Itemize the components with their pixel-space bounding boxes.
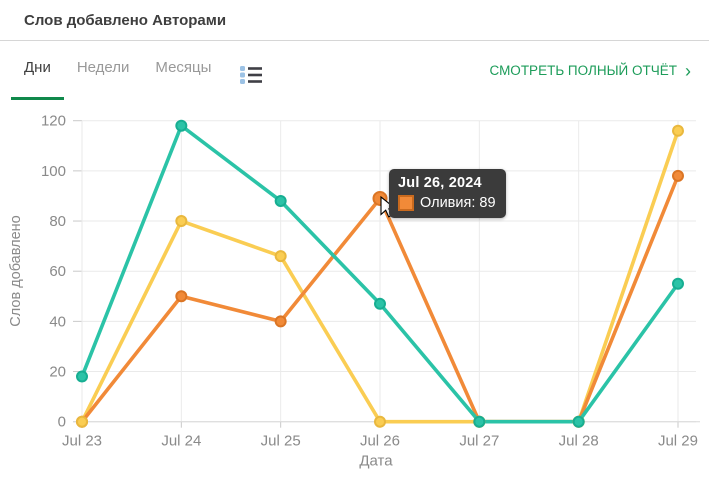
chart-area: 0 20 40 60 80 100 120 Jul 23 Jul 24 Jul 25 Jul 26 J… [0, 105, 709, 494]
data-point-teal-4[interactable] [473, 415, 486, 428]
y-tick-label: 0 [58, 414, 66, 431]
y-tick-label: 100 [41, 163, 66, 180]
full-report-link-label: СМОТРЕТЬ ПОЛНЫЙ ОТЧЁТ [489, 63, 677, 78]
data-point-teal-1[interactable] [175, 119, 188, 132]
data-point-teal-2[interactable] [274, 194, 287, 207]
tooltip-series-row: Оливия: 89 [398, 195, 496, 211]
y-tick-label: 80 [49, 213, 66, 230]
y-tick-label: 20 [49, 364, 66, 381]
data-point-teal-6[interactable] [671, 277, 684, 290]
data-point-teal-3[interactable] [373, 297, 386, 310]
chart-toolbar: Дни Недели Месяцы СМОТРЕТЬ ПОЛНЫЙ ОТЧЁТ … [0, 42, 709, 100]
tab-months[interactable]: Месяцы [155, 59, 212, 76]
data-point-orange-6[interactable] [671, 169, 684, 182]
y-tick-label: 60 [49, 263, 66, 280]
chevron-right-icon: › [685, 60, 691, 81]
tab-weeks[interactable]: Недели [76, 59, 130, 76]
x-tick-label: Jul 24 [161, 433, 201, 450]
list-legend-icon-glyph [240, 66, 263, 84]
legend-list-icon[interactable] [224, 64, 264, 100]
tab-days[interactable]: Дни [11, 53, 64, 100]
x-tick-label: Jul 25 [261, 433, 301, 450]
series-swatch-icon [398, 195, 414, 211]
data-point-teal-0[interactable] [76, 370, 88, 383]
data-point-yellow-3[interactable] [373, 415, 386, 428]
data-point-yellow-2[interactable] [274, 250, 287, 263]
data-point-yellow-1[interactable] [175, 215, 188, 228]
x-tick-label: Jul 29 [658, 433, 698, 450]
x-tick-label: Jul 27 [459, 433, 499, 450]
y-tick-label: 40 [49, 313, 66, 330]
x-tick-label: Jul 23 [62, 433, 102, 450]
page-title: Слов добавлено Авторами [24, 12, 227, 29]
tooltip-series-value: Оливия: 89 [420, 195, 496, 211]
tooltip-date: Jul 26, 2024 [398, 175, 482, 191]
x-tick-label: Jul 26 [360, 433, 400, 450]
full-report-link[interactable]: СМОТРЕТЬ ПОЛНЫЙ ОТЧЁТ › [489, 60, 691, 81]
widget-header: Слов добавлено Авторами [0, 0, 709, 41]
y-tick-label: 120 [41, 113, 66, 130]
chart-tooltip: Jul 26, 2024 Оливия: 89 [389, 169, 506, 218]
data-point-yellow-0[interactable] [76, 415, 88, 428]
x-axis-title: Дата [359, 453, 393, 470]
data-point-orange-2[interactable] [274, 315, 287, 328]
period-tabs: Дни Недели Месяцы [11, 53, 264, 100]
x-tick-label: Jul 28 [559, 433, 599, 450]
data-point-teal-5[interactable] [572, 415, 585, 428]
line-chart: 0 20 40 60 80 100 120 Jul 23 Jul 24 Jul 25 Jul 26 J… [8, 113, 700, 470]
data-point-yellow-6[interactable] [671, 124, 684, 137]
data-point-orange-1[interactable] [175, 290, 188, 303]
y-axis-title: Слов добавлено [8, 215, 24, 326]
